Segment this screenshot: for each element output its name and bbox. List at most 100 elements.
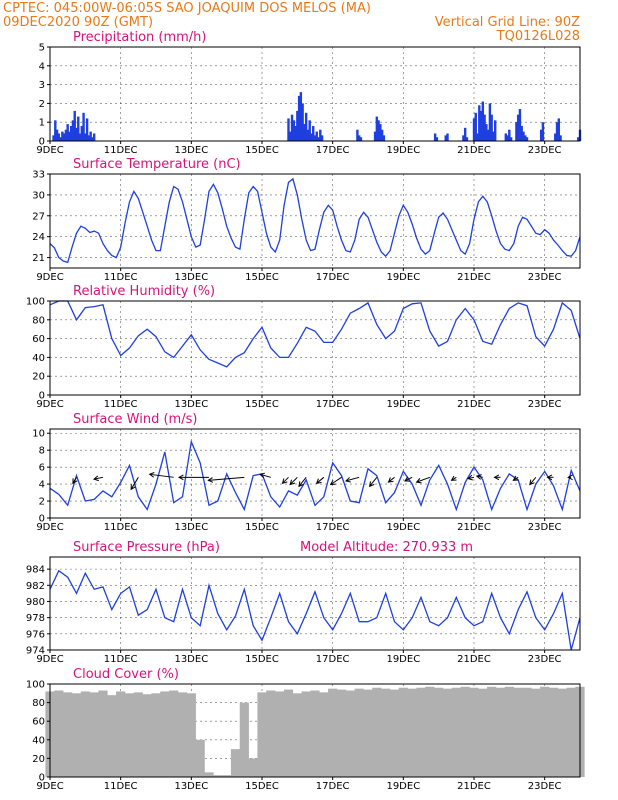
cloud-bar: [522, 687, 532, 777]
wind-arrowhead: [207, 477, 214, 483]
wind-arrowhead: [450, 475, 457, 481]
precip-bar: [304, 112, 308, 141]
wind-vector: [282, 476, 289, 484]
precip-bar: [287, 118, 290, 141]
x-tick-label: 9DEC: [36, 399, 63, 410]
x-tick-label: 19DEC: [386, 272, 420, 283]
cloud-bar: [275, 691, 285, 777]
cloud-bar: [557, 688, 567, 777]
wind-arrowhead: [92, 475, 99, 482]
x-tick-label: 23DEC: [528, 145, 562, 156]
precip-bar: [294, 125, 297, 141]
x-tick-label: 15DEC: [245, 781, 279, 792]
cloud-bar: [469, 687, 479, 777]
precip-bar: [518, 109, 522, 141]
precip-bar: [87, 135, 91, 141]
cloud-bar: [239, 702, 249, 777]
header-station: CPTEC: 045:00W-06:05S SAO JOAQUIM DOS ME…: [3, 1, 371, 16]
precip-bar: [319, 129, 322, 141]
panel-5: Cloud Cover (%) 0 20 40 60 80 100 9DEC 11DEC 13DE…: [26, 667, 585, 792]
precip-bar: [520, 125, 523, 141]
precip-bar: [80, 125, 83, 141]
precip-bar: [373, 131, 377, 141]
x-tick-label: 13DEC: [174, 654, 208, 665]
precip-bar: [306, 129, 310, 141]
wind-arrowhead: [529, 479, 535, 486]
x-tick-label: 13DEC: [174, 781, 208, 792]
wind-vector: [369, 477, 378, 487]
y-tick-label: 80: [32, 315, 45, 326]
header-model-code: TQ0126L028: [496, 29, 580, 44]
y-tick-label: 6: [39, 463, 45, 474]
precip-bar: [508, 129, 511, 141]
precip-bar: [516, 114, 520, 141]
precip-bar: [310, 133, 313, 141]
x-tick-label: 9DEC: [36, 781, 63, 792]
y-tick-label: 100: [26, 680, 45, 691]
cloud-bar: [80, 691, 90, 777]
precip-bar: [55, 129, 59, 141]
wind-vector: [529, 476, 537, 485]
wind-arrowhead: [177, 474, 184, 481]
wind-vector: [259, 473, 271, 478]
x-tick-label: 11DEC: [104, 522, 138, 533]
cloud-bar: [487, 686, 497, 777]
cloud-bar: [451, 687, 461, 777]
precip-bar: [539, 129, 543, 141]
precip-bar: [478, 105, 481, 141]
cloud-bar: [531, 688, 541, 777]
wind-arrowhead: [415, 478, 422, 484]
cloud-bar: [213, 775, 223, 777]
wind-arrowhead: [298, 481, 304, 488]
cloud-bar: [495, 687, 506, 777]
y-tick-label: 21: [32, 253, 45, 264]
precip-bar: [465, 137, 469, 141]
wind-arrowhead: [546, 474, 553, 481]
x-tick-label: 23DEC: [528, 654, 562, 665]
precip-bar: [377, 120, 380, 141]
wind-arrowhead: [72, 478, 78, 485]
x-tick-label: 9DEC: [36, 145, 63, 156]
precip-bar: [557, 118, 560, 141]
precip-bar: [435, 137, 439, 141]
cloud-bar: [381, 688, 391, 777]
precip-bar: [299, 92, 303, 141]
x-tick-label: 19DEC: [386, 654, 420, 665]
x-tick-label: 21DEC: [457, 399, 491, 410]
y-tick-label: 1: [39, 118, 45, 129]
cloud-bar: [513, 687, 523, 777]
cloud-bar: [257, 692, 267, 777]
precip-bar: [317, 137, 320, 141]
wind-arrowhead: [368, 481, 375, 488]
precip-bar: [357, 135, 361, 141]
precip-bar: [504, 133, 507, 141]
wind-vector: [388, 476, 395, 483]
x-tick-label: 15DEC: [245, 522, 279, 533]
x-tick-label: 9DEC: [36, 272, 63, 283]
x-tick-label: 17DEC: [316, 145, 350, 156]
panel-frame: [49, 46, 581, 142]
y-tick-label: 10: [32, 429, 45, 440]
precip-bar: [73, 110, 76, 141]
x-tick-label: 21DEC: [457, 522, 491, 533]
y-tick-label: 0: [39, 514, 45, 525]
panel-title: Precipitation (mm/h): [73, 30, 206, 45]
panel-3: Surface Wind (m/s) 0 2 4 6 8 10 9DEC 11DEC 13DEC 1…: [32, 412, 581, 533]
y-tick-label: 20: [32, 372, 45, 383]
precip-bar: [577, 137, 580, 141]
cloud-bar: [230, 749, 241, 777]
x-tick-label: 11DEC: [104, 272, 138, 283]
precip-bar: [506, 135, 509, 141]
y-tick-label: 100: [26, 297, 45, 308]
precip-bar: [356, 129, 359, 141]
precip-bar: [64, 129, 68, 141]
cloud-bar: [124, 693, 135, 777]
cloud-bar: [292, 693, 302, 777]
cloud-bar: [63, 692, 73, 777]
cloud-bar: [160, 691, 170, 777]
cloud-bar: [478, 688, 488, 777]
cloud-bar: [151, 693, 161, 777]
precip-bar: [62, 133, 66, 141]
x-tick-label: 11DEC: [104, 399, 138, 410]
precip-bar: [320, 135, 324, 141]
